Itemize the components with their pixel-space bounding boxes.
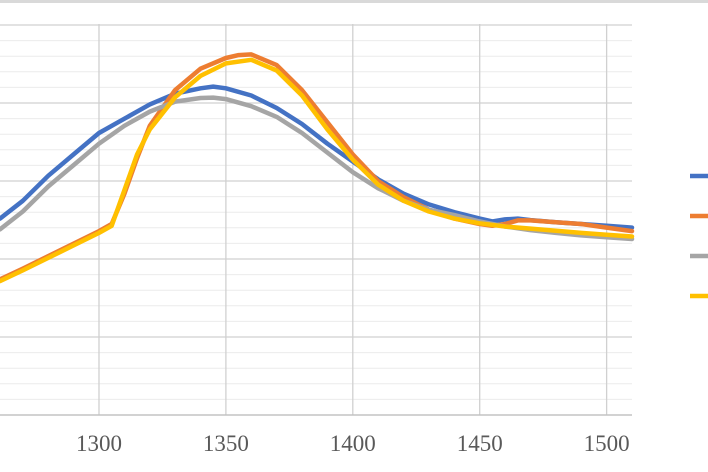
legend [690, 173, 708, 299]
series-lines [0, 52, 635, 284]
x-tick-label: 1500 [584, 431, 630, 456]
x-tick-label: 1300 [76, 431, 122, 456]
x-axis-tick-labels: 1300 1350 1400 1450 1500 [76, 431, 630, 456]
chart-top-border [0, 0, 708, 3]
x-tick-label: 1350 [203, 431, 249, 456]
series-line-2 [0, 52, 635, 282]
series-line-4 [0, 57, 635, 284]
x-tick-label: 1450 [457, 431, 503, 456]
x-tick-label: 1400 [330, 431, 376, 456]
